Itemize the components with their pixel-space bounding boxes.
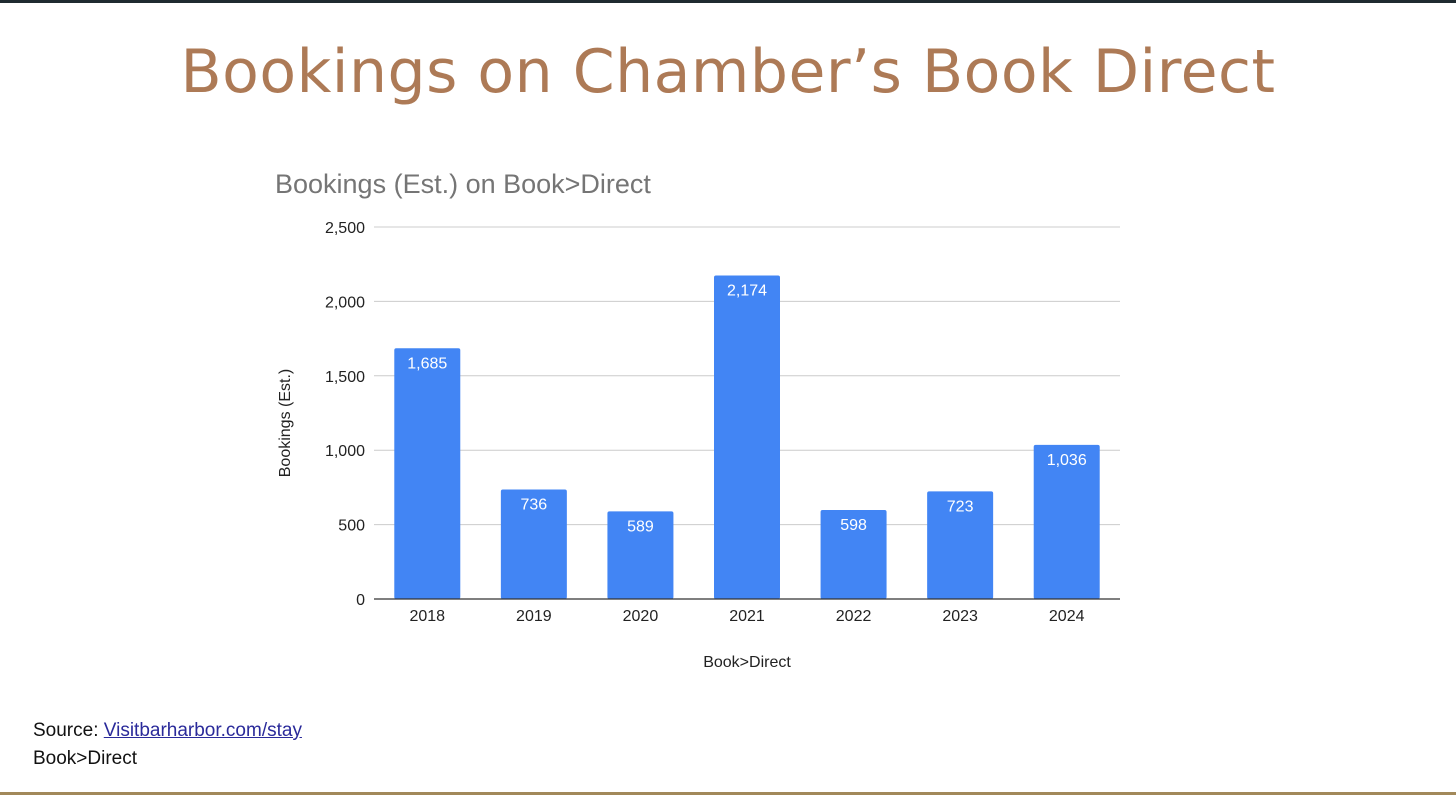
x-tick-label: 2024 — [1049, 608, 1085, 625]
data-label: 736 — [521, 496, 548, 513]
data-label: 589 — [627, 518, 654, 535]
bar — [394, 348, 461, 599]
bar — [714, 275, 780, 599]
source-line: Source: Visitbarharbor.com/stay — [33, 717, 302, 745]
x-tick-label: 2018 — [409, 608, 445, 625]
bar — [607, 511, 674, 599]
slide-title: Bookings on Chamber’s Book Direct — [180, 37, 1276, 107]
x-tick-label: 2023 — [942, 608, 978, 625]
source-link[interactable]: Visitbarharbor.com/stay — [103, 720, 302, 741]
x-tick-label: 2019 — [516, 608, 552, 625]
bar-chart: Bookings (Est.) on Book>Direct 0 500 1,000 1… — [275, 169, 1120, 671]
x-tick-label: 2021 — [729, 608, 765, 625]
source-prefix: Source: — [33, 720, 99, 741]
data-label: 1,036 — [1047, 452, 1087, 469]
data-label: 1,685 — [407, 355, 447, 372]
y-tick-label: 500 — [338, 518, 365, 535]
data-label: 723 — [947, 498, 974, 515]
data-label: 598 — [840, 517, 867, 534]
source-block: Source: Visitbarharbor.com/stay Book>Dir… — [33, 717, 302, 773]
chart-title: Bookings (Est.) on Book>Direct — [275, 169, 651, 199]
bar — [927, 491, 994, 599]
y-tick-label: 2,000 — [325, 294, 365, 311]
bar — [820, 510, 887, 599]
x-axis-title: Book>Direct — [703, 654, 791, 671]
bar — [500, 489, 567, 599]
y-tick-label: 2,500 — [325, 220, 365, 237]
y-tick-label: 0 — [356, 592, 365, 609]
bar — [1033, 444, 1100, 599]
y-tick-label: 1,500 — [325, 369, 365, 386]
source-second-line: Book>Direct — [33, 748, 138, 769]
y-axis-title: Bookings (Est.) — [277, 369, 294, 477]
x-tick-label: 2022 — [836, 608, 872, 625]
data-label: 2,174 — [727, 283, 767, 300]
x-tick-label: 2020 — [623, 608, 659, 625]
y-tick-label: 1,000 — [325, 443, 365, 460]
